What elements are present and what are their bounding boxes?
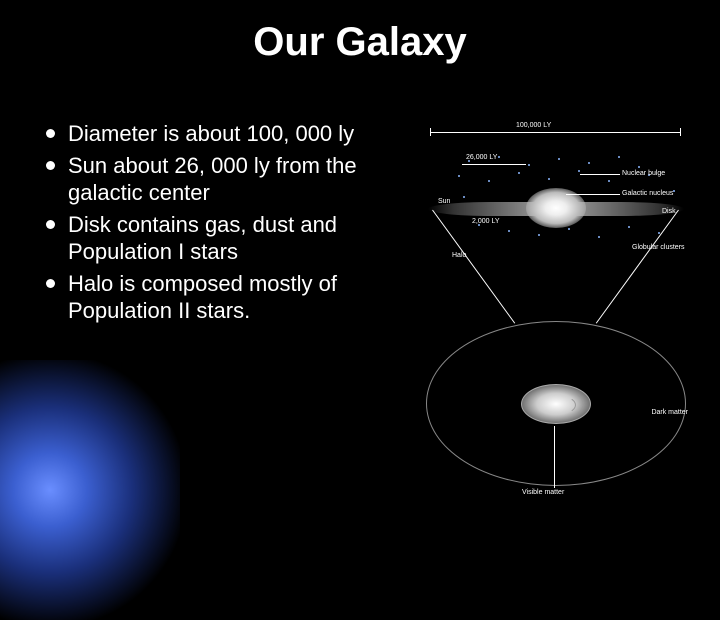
halo-star: [638, 166, 640, 168]
bullet-item: Sun about 26, 000 ly from the galactic c…: [40, 152, 380, 207]
scale-tick: [430, 128, 431, 136]
galaxy-diagram: 100,000 LY 26,000 LY Sun Nuclear bulge G…: [416, 118, 696, 502]
label-sun: Sun: [438, 198, 450, 205]
halo-star: [538, 234, 540, 236]
halo-star: [618, 156, 620, 158]
halo-star: [458, 175, 460, 177]
halo-star: [568, 228, 570, 230]
leader-line: [566, 194, 620, 195]
bullet-text: Disk contains gas, dust and Population I…: [68, 212, 337, 265]
bullet-text: Sun about 26, 000 ly from the galactic c…: [68, 153, 357, 206]
halo-star: [498, 156, 500, 158]
scale-tick: [680, 128, 681, 136]
scale-bar-26k: [462, 164, 526, 165]
label-100k-ly: 100,000 LY: [516, 122, 551, 129]
scale-bar-top: [430, 132, 680, 133]
visible-matter-disc: [521, 384, 591, 424]
bullet-text: Halo is composed mostly of Population II…: [68, 271, 337, 324]
halo-star: [558, 158, 560, 160]
label-galactic-nucleus: Galactic nucleus: [622, 190, 673, 197]
bullet-item: Halo is composed mostly of Population II…: [40, 270, 380, 325]
label-2000-ly: 2,000 LY: [472, 218, 500, 225]
bullet-list: Diameter is about 100, 000 ly Sun about …: [40, 120, 380, 329]
halo-star: [463, 196, 465, 198]
halo-star: [508, 230, 510, 232]
halo-star: [608, 180, 610, 182]
leader-line: [554, 426, 555, 488]
halo-star: [598, 236, 600, 238]
spiral-arm: [538, 395, 576, 415]
halo-star: [528, 164, 530, 166]
label-visible-matter: Visible matter: [522, 489, 564, 496]
halo-star: [488, 180, 490, 182]
halo-star: [588, 162, 590, 164]
halo-star: [628, 226, 630, 228]
bullet-item: Diameter is about 100, 000 ly: [40, 120, 380, 148]
label-globular: Globular clusters: [632, 244, 685, 251]
bullet-item: Disk contains gas, dust and Population I…: [40, 211, 380, 266]
label-26k-ly: 26,000 LY: [466, 154, 497, 161]
halo-star: [578, 170, 580, 172]
bullet-text: Diameter is about 100, 000 ly: [68, 121, 354, 146]
corner-glow-decoration: [0, 360, 180, 620]
halo-star: [548, 178, 550, 180]
slide-title: Our Galaxy: [0, 20, 720, 65]
label-nuclear-bulge: Nuclear bulge: [622, 170, 665, 177]
label-dark-matter: Dark matter: [651, 409, 688, 416]
leader-line: [580, 174, 620, 175]
halo-star: [518, 172, 520, 174]
